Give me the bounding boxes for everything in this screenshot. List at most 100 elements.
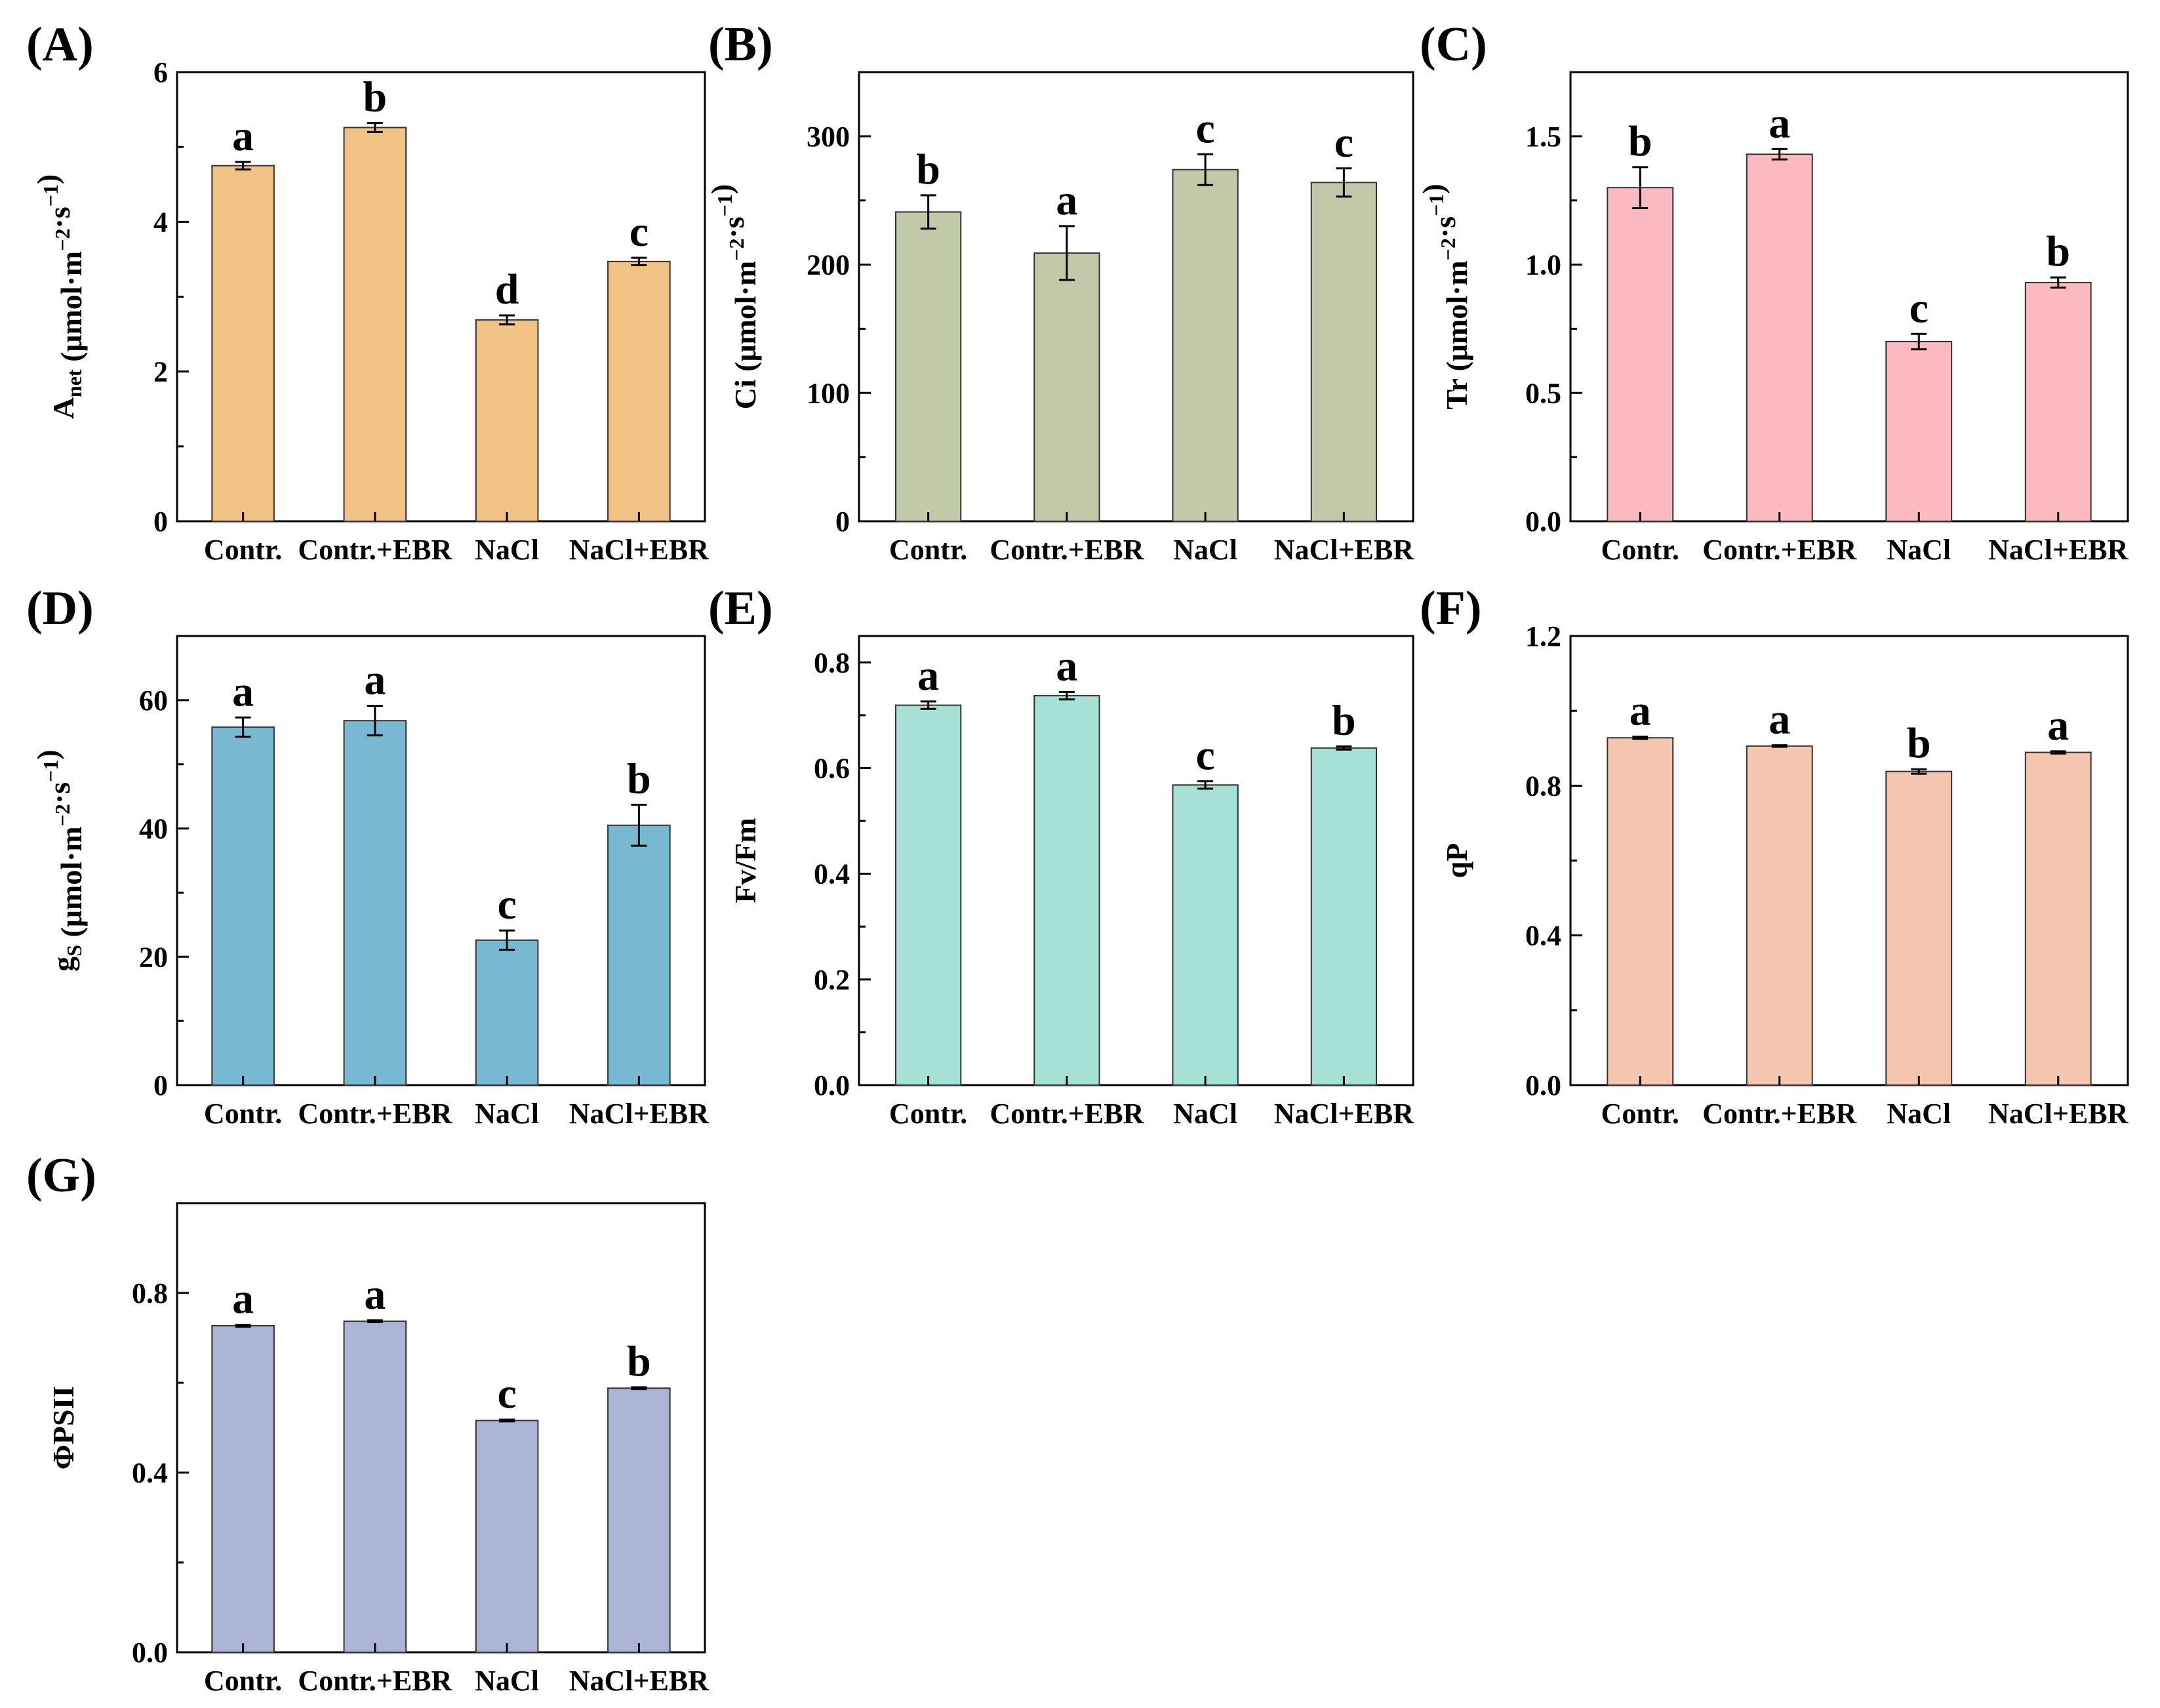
bar [2024, 751, 2092, 1086]
x-tick-label: Contr.+EBR [298, 534, 452, 566]
x-tick-label: Contr. [1601, 534, 1679, 566]
significance-letter: a [1630, 687, 1651, 735]
y-tick-label: 0.2 [814, 964, 850, 996]
y-tick-label: 0 [153, 506, 168, 538]
bar [343, 127, 407, 522]
error-bar [1771, 148, 1788, 161]
bar [475, 319, 539, 522]
x-tick-label: NaCl+EBR [569, 1665, 710, 1697]
error-bar [235, 1324, 251, 1328]
error-bar [631, 256, 647, 267]
bar [211, 726, 275, 1086]
error-bar [367, 1319, 383, 1324]
y-tick-label: 0.8 [814, 646, 850, 679]
error-bar [2050, 276, 2066, 289]
significance-letter: b [916, 146, 940, 193]
bar [1033, 695, 1100, 1086]
x-tick-label: NaCl [475, 534, 539, 566]
bar [1746, 745, 1813, 1086]
x-tick-label: NaCl [475, 1665, 539, 1697]
x-tick-label: NaCl+EBR [1988, 1098, 2129, 1130]
significance-letter: d [495, 266, 519, 313]
y-tick-label: 0.0 [1525, 506, 1561, 538]
error-bar [235, 161, 251, 170]
significance-letter: c [630, 208, 649, 256]
y-tick-label: 1.0 [1525, 249, 1561, 281]
x-tick-label: Contr.+EBR [298, 1665, 452, 1697]
significance-letter: c [1195, 104, 1214, 152]
x-tick-label: NaCl+EBR [1274, 1098, 1415, 1130]
error-bar [1058, 225, 1075, 281]
y-axis-label: gS (μmol·m−2·s−1) [31, 749, 88, 972]
y-tick-label: 0.5 [1525, 377, 1561, 409]
y-tick-label: 200 [807, 249, 850, 281]
x-tick-label: Contr.+EBR [1702, 534, 1857, 566]
significance-letter: c [497, 1370, 516, 1418]
bar [211, 165, 275, 523]
chart-panel: (B) 0 100 200 300 b Contr. a Contr.+EBR c NaCl c NaC… [705, 18, 1414, 566]
y-tick-label: 0 [835, 506, 850, 538]
x-tick-label: NaCl [475, 1098, 539, 1130]
y-axis-label: ΦPSII [47, 1386, 80, 1470]
chart-panel: (D) 0 20 40 60 a Contr. a Contr.+EBR c NaCl b NaCl+E… [26, 582, 710, 1130]
significance-letter: b [1628, 117, 1652, 165]
significance-letter: c [497, 881, 516, 928]
x-tick-label: NaCl [1887, 1098, 1951, 1130]
bar [1310, 182, 1378, 523]
plot-frame [1569, 71, 2129, 523]
bar [1885, 770, 1953, 1086]
error-bar [1632, 736, 1649, 740]
error-bar [631, 803, 647, 847]
y-tick-label: 0.0 [1525, 1069, 1561, 1102]
y-tick-label: 6 [153, 56, 168, 89]
plot-frame [858, 635, 1414, 1086]
y-tick-label: 0.4 [814, 858, 850, 890]
x-tick-label: Contr. [889, 534, 967, 566]
chart-panel: (G) 0.0 0.4 0.8 a Contr. a Contr.+EBR c NaCl b NaCl… [26, 1149, 710, 1697]
error-bar [631, 1386, 647, 1391]
significance-letter: b [627, 755, 651, 803]
error-bar [1058, 690, 1075, 701]
error-bar [1632, 166, 1649, 209]
x-tick-label: NaCl+EBR [569, 534, 710, 566]
y-tick-label: 0.4 [132, 1457, 168, 1489]
error-bar [920, 194, 936, 230]
y-tick-label: 0 [153, 1069, 168, 1102]
error-bar [367, 122, 383, 133]
y-axis-label: qP [1440, 843, 1473, 879]
significance-letter: a [1769, 696, 1790, 744]
bar [211, 1325, 275, 1653]
chart-panel: (C) 0.0 0.5 1.0 1.5 b Contr. a Contr.+EBR c NaCl b N… [1416, 18, 2129, 566]
plot-frame [176, 635, 706, 1086]
y-tick-label: 0.0 [132, 1637, 168, 1669]
y-tick-label: 0.0 [814, 1069, 850, 1102]
plot-frame [176, 1202, 706, 1654]
error-bar [367, 705, 383, 737]
y-tick-label: 20 [139, 941, 168, 973]
bar [1885, 341, 1953, 522]
y-tick-label: 60 [139, 685, 168, 717]
y-tick-label: 40 [139, 813, 168, 845]
significance-letter: c [1910, 284, 1929, 332]
panel-label: (D) [26, 582, 94, 635]
y-axis-label: Ci (μmol·m−2·s−1) [705, 184, 762, 410]
bar [1746, 153, 1813, 522]
y-tick-label: 100 [807, 377, 850, 409]
error-bar [499, 1418, 515, 1423]
bar [343, 1321, 407, 1654]
x-tick-label: NaCl [1173, 1098, 1237, 1130]
bar [1607, 737, 1674, 1086]
panel-label: (F) [1420, 582, 1482, 635]
bar [1310, 747, 1378, 1086]
y-tick-label: 300 [807, 121, 850, 153]
error-bar [920, 700, 936, 710]
bar [1033, 252, 1100, 522]
panel-label: (E) [708, 582, 773, 635]
bar [607, 1387, 671, 1653]
bar [607, 260, 671, 522]
x-tick-label: Contr.+EBR [298, 1098, 452, 1130]
error-bar [499, 929, 515, 951]
significance-letter: b [627, 1338, 651, 1385]
y-tick-label: 0.6 [814, 752, 850, 784]
